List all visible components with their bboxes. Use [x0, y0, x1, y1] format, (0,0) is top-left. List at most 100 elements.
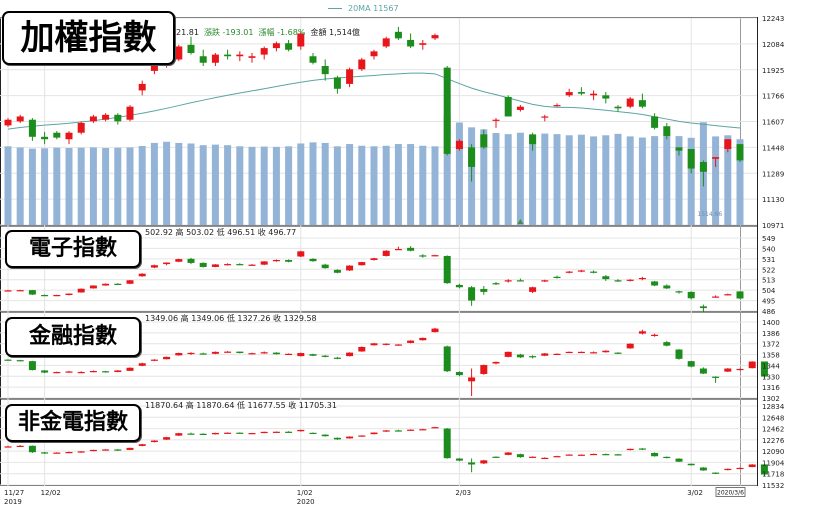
volume-bar — [553, 134, 561, 225]
candle-body — [187, 352, 195, 355]
candle-body — [504, 280, 512, 282]
candle-body — [455, 140, 463, 150]
candle-body — [687, 149, 695, 169]
candle-body — [370, 432, 378, 435]
candle-body — [236, 351, 244, 354]
volume-bar — [297, 143, 305, 225]
candle-body — [638, 100, 646, 107]
candle-body — [77, 122, 85, 133]
candle-body — [699, 467, 707, 471]
y-tick-label: 1358 — [762, 352, 780, 360]
fin-low: 1327.26 — [237, 314, 271, 323]
volume-bar — [382, 145, 390, 225]
candle-body — [565, 92, 573, 96]
candle-body — [211, 432, 219, 435]
candle-body — [102, 371, 110, 373]
candle-body — [4, 446, 12, 448]
candle-body — [492, 283, 500, 285]
volume-bar — [455, 122, 463, 225]
candle-body — [187, 258, 195, 263]
candle-body — [651, 281, 659, 286]
candle-body — [211, 351, 219, 354]
y-tick-label: 1302 — [762, 395, 780, 403]
volume-bar — [272, 146, 280, 225]
candle-body — [260, 48, 268, 55]
y-tick-label: 1372 — [762, 341, 780, 349]
candle-body — [114, 370, 122, 373]
candle-body — [89, 449, 97, 452]
candle-body — [236, 432, 244, 434]
volume-bar — [431, 146, 439, 225]
nonfe-low: 11677.55 — [247, 401, 286, 410]
candle-body — [394, 430, 402, 432]
candle-body — [285, 260, 293, 262]
candle-body — [224, 351, 232, 353]
candle-body — [553, 353, 561, 355]
x-tick-label: 1/02 — [297, 489, 313, 497]
candle-body — [138, 273, 146, 277]
candle-body — [626, 98, 634, 107]
y-tick-label: 10971 — [762, 222, 784, 230]
candle-body — [724, 468, 732, 471]
candle-body — [138, 83, 146, 91]
volume-bar — [285, 146, 293, 225]
volume-bar — [626, 136, 634, 225]
volume-bar — [443, 116, 451, 225]
candle-body — [89, 285, 97, 289]
elec-open: 502.92 — [145, 228, 173, 237]
volume-bar — [89, 147, 97, 225]
fin-high-label: 高 — [180, 314, 189, 323]
candle-body — [16, 116, 24, 122]
candle-body — [272, 260, 280, 262]
candle-body — [236, 54, 244, 57]
y-tick-label: 11607 — [762, 119, 784, 127]
candle-body — [65, 132, 73, 140]
volume-bar — [150, 142, 158, 225]
y-tick-label: 11766 — [762, 93, 785, 101]
candle-body — [28, 445, 36, 453]
candle-body — [516, 454, 524, 458]
fin-close-label: 收 — [273, 314, 282, 323]
volume-bar — [687, 137, 695, 225]
candle-body — [370, 258, 378, 261]
candle-body — [248, 56, 256, 58]
candle-body — [480, 134, 488, 148]
candle-body — [431, 328, 439, 333]
candle-body — [419, 255, 427, 257]
candle-body — [309, 432, 317, 435]
candle-body — [175, 46, 183, 60]
candle-body — [602, 95, 610, 99]
candle-body — [272, 431, 280, 433]
candle-body — [419, 43, 427, 45]
y-tick-label: 12462 — [762, 426, 784, 434]
candle-body — [504, 452, 512, 455]
candle-body — [736, 291, 744, 299]
x-tick-label: 12/02 — [41, 489, 61, 497]
elec-high-label: 高 — [175, 228, 184, 237]
candle-body — [468, 147, 476, 167]
candle-body — [712, 376, 720, 378]
fin-open: 1349.06 — [145, 314, 179, 323]
candle-body — [407, 39, 415, 47]
candle-body — [541, 457, 549, 460]
main-pct-label: 漲幅 — [258, 28, 275, 37]
candle-body — [712, 472, 720, 474]
candle-body — [53, 452, 61, 454]
y-tick-label: 12243 — [762, 15, 784, 23]
candle-body — [248, 353, 256, 355]
candle-body — [114, 449, 122, 451]
candle-body — [663, 285, 671, 289]
candle-body — [199, 56, 207, 63]
candle-body — [553, 105, 561, 107]
x-year-label: 2020 — [297, 498, 315, 506]
volume-bar — [419, 145, 427, 225]
volume-bar — [724, 135, 732, 225]
candle-body — [358, 59, 366, 70]
candle-body — [126, 447, 134, 450]
candle-body — [455, 284, 463, 288]
candle-body — [102, 114, 110, 120]
candle-body — [333, 437, 341, 440]
volume-bar — [102, 148, 110, 225]
candle-body — [541, 353, 549, 356]
elec-close: 496.77 — [268, 228, 297, 237]
